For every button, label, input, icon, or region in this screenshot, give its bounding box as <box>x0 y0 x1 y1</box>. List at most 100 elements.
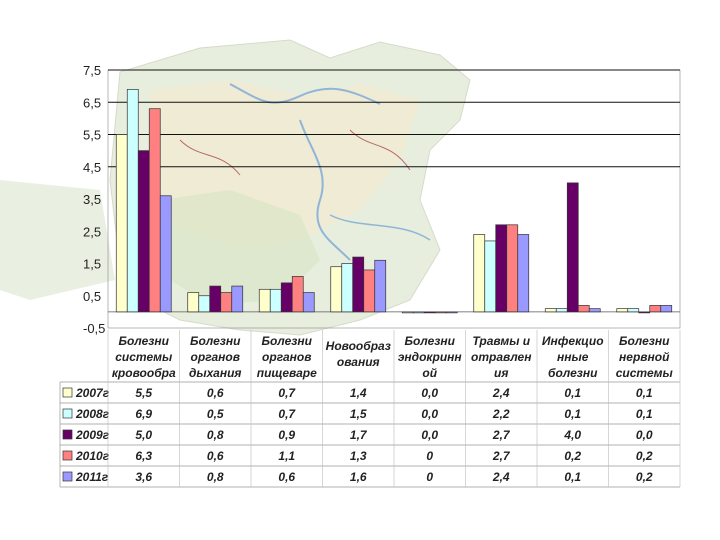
bar-2008г-cat-1 <box>198 295 211 313</box>
bar-2007г-cat-7 <box>616 308 629 313</box>
table-cell: 0 <box>426 449 433 463</box>
y-tick-label: 0,5 <box>83 289 101 304</box>
legend-label: 2011г <box>75 470 109 484</box>
table-cell: 5,0 <box>135 428 152 442</box>
category-label: Болезни <box>118 334 169 348</box>
legend-swatch-2010г <box>62 450 73 461</box>
table-cell: 1,4 <box>350 386 367 400</box>
table-cell: 0,2 <box>564 449 581 463</box>
table-cell: 1,3 <box>350 449 367 463</box>
table-cell: 0,1 <box>636 386 653 400</box>
table-cell: 0,1 <box>636 407 653 421</box>
table-cell: 2,2 <box>492 407 510 421</box>
category-label: ой <box>422 366 437 380</box>
bar-2010г-cat-1 <box>220 292 233 313</box>
bar-2008г-cat-6 <box>555 308 568 313</box>
bar-2009г-cat-3 <box>352 256 365 313</box>
bar-2009г-cat-5 <box>495 224 508 313</box>
category-label: Инфекцио <box>542 334 604 348</box>
bar-2008г-cat-5 <box>484 240 497 313</box>
category-label: Болезни <box>190 334 241 348</box>
bar-2009г-cat-1 <box>209 285 222 313</box>
category-label: ия <box>494 366 508 380</box>
y-tick-label: 1,5 <box>83 257 101 272</box>
y-axis-ticks: 7,5 6,5 5,5 4,5 3,5 2,5 1,5 0,5 -0,5 <box>83 63 105 336</box>
table-cell: 0,0 <box>421 386 438 400</box>
bar-2008г-cat-3 <box>341 263 354 313</box>
bar-2007г-cat-2 <box>258 288 271 313</box>
table-cell: 0,9 <box>278 428 295 442</box>
table-cell: 3,6 <box>135 470 152 484</box>
bar-2011г-cat-1 <box>231 285 244 313</box>
bar-2011г-cat-6 <box>588 308 601 313</box>
bar-2011г-cat-3 <box>374 259 387 313</box>
data-table: 2007г 5,5 0,6 0,7 1,4 0,0 2,4 0,1 0,1 2008г 6,9 0,5… <box>59 330 681 488</box>
table-cell: 1,1 <box>278 449 295 463</box>
category-label: пищеваре <box>257 366 317 380</box>
table-cell: 2,4 <box>492 470 510 484</box>
table-cell: 0,0 <box>421 428 438 442</box>
category-label: Травмы и <box>472 334 530 348</box>
table-cell: 0,2 <box>636 470 653 484</box>
table-cell: 0,1 <box>564 386 581 400</box>
bars <box>115 88 673 314</box>
y-tick-label: 5,5 <box>83 128 101 143</box>
bar-2009г-cat-0 <box>137 150 150 313</box>
category-label: дыхания <box>189 366 242 380</box>
table-cell: 0,7 <box>278 386 296 400</box>
category-label: Болезни <box>261 334 312 348</box>
category-label: болезни <box>548 366 598 380</box>
legend-swatch-2009г <box>62 429 73 440</box>
category-label: эндокринн <box>398 350 463 364</box>
legend-swatch-2007г <box>62 387 73 398</box>
table-cell: 2,7 <box>492 449 511 463</box>
table-cell: 1,5 <box>350 407 367 421</box>
table-cell: 1,7 <box>350 428 368 442</box>
bar-2010г-cat-0 <box>148 108 161 313</box>
bar-2010г-cat-7 <box>649 305 662 313</box>
plot-area <box>107 69 681 329</box>
bar-2008г-cat-4 <box>412 311 425 314</box>
y-tick-label: -0,5 <box>83 321 105 336</box>
table-cell: 1,6 <box>350 470 367 484</box>
bar-2009г-cat-6 <box>566 182 579 313</box>
bar-2011г-cat-4 <box>445 311 458 314</box>
table-cell: 0,1 <box>564 407 581 421</box>
table-cell: 0,0 <box>421 407 438 421</box>
table-cell: 4,0 <box>563 428 581 442</box>
bar-2007г-cat-0 <box>115 134 128 313</box>
table-cell: 2,7 <box>492 428 511 442</box>
bar-2010г-cat-5 <box>506 224 519 313</box>
bar-2007г-cat-5 <box>473 234 486 313</box>
bar-2011г-cat-7 <box>660 305 673 313</box>
table-cell: 0,0 <box>636 428 653 442</box>
table-cell: 6,3 <box>135 449 152 463</box>
bar-2008г-cat-7 <box>627 308 640 313</box>
y-tick-label: 4,5 <box>83 160 101 175</box>
bar-2007г-cat-1 <box>187 292 200 313</box>
category-label: органов <box>191 350 240 364</box>
bar-2010г-cat-4 <box>434 311 447 314</box>
legend-swatch-2011г <box>62 471 73 482</box>
table-cell: 0,6 <box>278 470 295 484</box>
legend-label: 2009г <box>75 428 110 442</box>
category-label: ования <box>337 355 380 369</box>
y-tick-label: 2,5 <box>83 224 101 239</box>
table-cell: 0,7 <box>278 407 296 421</box>
category-label: Болезни <box>619 334 670 348</box>
table-cell: 0,1 <box>564 470 581 484</box>
category-label: Новообраз <box>326 339 391 353</box>
table-cell: 6,9 <box>135 407 152 421</box>
category-labels: Болезни системы кровообра Болезни органов дых… <box>112 334 674 380</box>
bar-2010г-cat-6 <box>577 305 590 313</box>
bar-2009г-cat-4 <box>423 311 436 314</box>
category-label: нервной <box>619 350 670 364</box>
y-tick-label: 3,5 <box>83 192 101 207</box>
bar-2011г-cat-2 <box>302 292 315 313</box>
category-label: нные <box>557 350 589 364</box>
category-label: отравлен <box>471 350 532 364</box>
legend-label: 2008г <box>75 407 110 421</box>
bar-2008г-cat-0 <box>126 88 139 313</box>
